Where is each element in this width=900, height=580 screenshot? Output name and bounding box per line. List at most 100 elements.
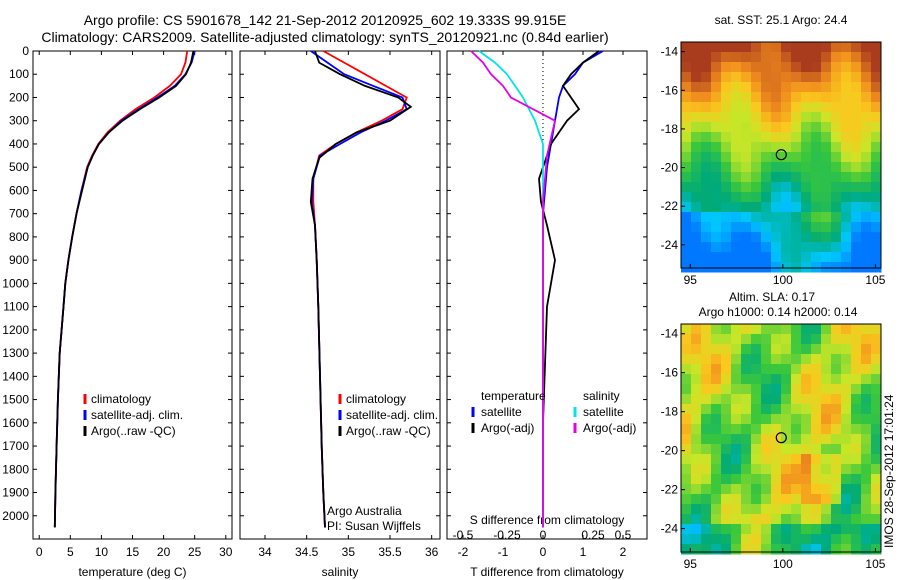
map-cell: [791, 122, 802, 133]
map-cell: [841, 384, 852, 395]
map-cell: [771, 544, 782, 555]
y-tick-label: 1500: [2, 393, 29, 407]
map-cell: [731, 544, 742, 555]
x-tick-label: 35.5: [378, 545, 402, 559]
map-cell: [871, 152, 882, 163]
map-cell: [761, 252, 772, 263]
map-cell: [761, 434, 772, 445]
map-cell: [861, 162, 872, 173]
map-cell: [761, 42, 772, 53]
map-cell: [751, 172, 762, 183]
map-cell: [871, 444, 882, 455]
map-cell: [791, 514, 802, 525]
map-cell: [781, 474, 792, 485]
map-cell: [861, 82, 872, 93]
map-cell: [721, 524, 732, 535]
map-cell: [711, 324, 722, 335]
differences-panel: -2 -1 0 1 2 T difference from climatology: [446, 50, 648, 579]
map-cell: [691, 464, 702, 475]
map-cell: [771, 212, 782, 223]
map-cell: [691, 384, 702, 395]
map-x-tick-label: 95: [684, 273, 698, 287]
map-cell: [851, 152, 862, 163]
map-cell: [751, 354, 762, 365]
map-cell: [821, 404, 832, 415]
map-cell: [851, 252, 862, 263]
map-cell: [791, 534, 802, 545]
map-cell: [871, 82, 882, 93]
map-cell: [681, 474, 692, 485]
map-cell: [811, 414, 822, 425]
map-cell: [791, 384, 802, 395]
map-cell: [871, 222, 882, 233]
map-cell: [691, 242, 702, 253]
map-cell: [791, 72, 802, 83]
map-cell: [831, 404, 842, 415]
y-tick-label: 1000: [2, 276, 29, 290]
map-cell: [851, 394, 862, 405]
map-cell: [711, 484, 722, 495]
map-cell: [801, 384, 812, 395]
map-cell: [851, 384, 862, 395]
map-cell: [801, 222, 812, 233]
map-y-tick-label: -22: [661, 483, 679, 497]
map-cell: [781, 132, 792, 143]
map-x-tick-label: 105: [865, 273, 885, 287]
map-cell: [741, 52, 752, 63]
map-cell: [861, 112, 872, 123]
map-y-tick-label: -22: [661, 199, 679, 213]
map-cell: [801, 262, 812, 273]
map-cell: [711, 424, 722, 435]
map-cell: [871, 242, 882, 253]
map-cell: [701, 172, 712, 183]
map-cell: [701, 534, 712, 545]
map-cell: [861, 384, 872, 395]
map-cell: [831, 444, 842, 455]
map-cell: [841, 132, 852, 143]
map-cell: [831, 212, 842, 223]
map-cell: [801, 62, 812, 73]
map-x-tick-label: 100: [773, 557, 793, 571]
map-cell: [741, 242, 752, 253]
map-cell: [871, 182, 882, 193]
map-cell: [771, 344, 782, 355]
map-cell: [681, 384, 692, 395]
map-cell: [821, 42, 832, 53]
salinity-series-2: [309, 50, 413, 528]
map-cell: [831, 152, 842, 163]
map-cell: [751, 364, 762, 375]
map-cell: [841, 454, 852, 465]
map-cell: [751, 192, 762, 203]
map-cell: [681, 172, 692, 183]
map-cell: [811, 544, 822, 555]
map-cell: [771, 534, 782, 545]
map-cell: [751, 132, 762, 143]
map-cell: [741, 152, 752, 163]
map-cell: [711, 162, 722, 173]
map-cell: [801, 424, 812, 435]
map-cell: [851, 504, 862, 515]
map-x-tick-label: 95: [684, 557, 698, 571]
map-cell: [711, 534, 722, 545]
map-cell: [691, 404, 702, 415]
map-cell: [801, 252, 812, 263]
map-cell: [781, 484, 792, 495]
map-cell: [691, 202, 702, 213]
map-cell: [851, 72, 862, 83]
map-cell: [801, 102, 812, 113]
map-cell: [691, 454, 702, 465]
map-cell: [741, 344, 752, 355]
map-cell: [721, 474, 732, 485]
map-cell: [701, 182, 712, 193]
map-cell: [691, 354, 702, 365]
map-cell: [681, 374, 692, 385]
map-cell: [711, 464, 722, 475]
map-cell: [811, 42, 822, 53]
map-cell: [731, 82, 742, 93]
map-cell: [741, 434, 752, 445]
map-cell: [871, 92, 882, 103]
map-cell: [851, 534, 862, 545]
map-cell: [691, 494, 702, 505]
map-cell: [861, 212, 872, 223]
map-cell: [821, 62, 832, 73]
